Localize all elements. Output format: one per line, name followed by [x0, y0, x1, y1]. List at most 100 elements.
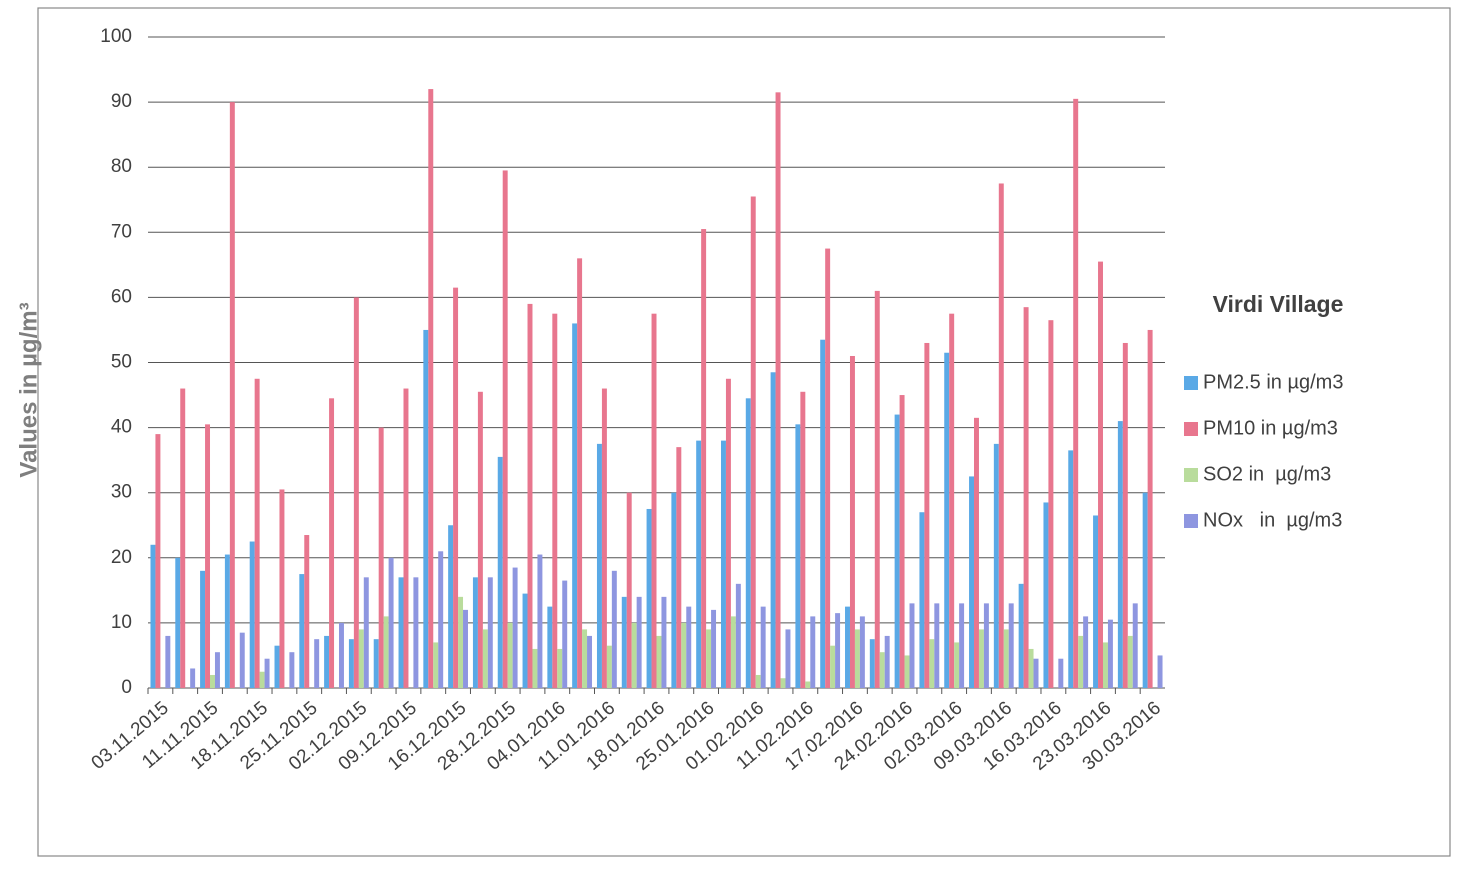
bar [324, 635, 330, 688]
bar [497, 456, 503, 688]
bar [934, 603, 940, 688]
bar [651, 313, 657, 688]
legend-swatch [1184, 376, 1198, 390]
bar [522, 593, 528, 688]
bar [849, 355, 855, 688]
bar [314, 639, 320, 688]
bar [993, 443, 999, 688]
bar [577, 258, 583, 688]
bar [1008, 603, 1014, 688]
bar [155, 434, 161, 688]
bar [502, 170, 508, 688]
y-tick-label: 90 [111, 91, 132, 112]
bar [974, 417, 979, 688]
bar [1093, 515, 1099, 688]
chart-border [37, 7, 1451, 857]
legend-swatch [1184, 422, 1198, 436]
bar [601, 388, 607, 688]
bar [696, 440, 702, 688]
bar [348, 639, 354, 688]
bar [180, 388, 186, 688]
bar [448, 525, 454, 688]
bar [909, 603, 915, 688]
bar [899, 395, 905, 688]
bar [1098, 261, 1103, 688]
bar [403, 388, 409, 688]
bar [165, 635, 171, 688]
bar [944, 352, 950, 688]
bar [249, 541, 255, 688]
bar [780, 678, 786, 688]
bar [859, 616, 865, 688]
bar [205, 424, 211, 688]
bar [304, 535, 310, 688]
bar [254, 378, 260, 688]
bar [894, 414, 900, 688]
bar [983, 603, 989, 688]
bar [507, 622, 513, 688]
bar [735, 583, 741, 688]
bar [1018, 583, 1024, 688]
legend-swatch [1184, 514, 1198, 528]
bar [299, 574, 305, 688]
y-tick-label: 70 [111, 221, 132, 242]
bar [582, 629, 588, 688]
bar [671, 492, 677, 688]
bar [214, 652, 220, 688]
bar [830, 645, 836, 688]
bar [512, 567, 518, 688]
bar [482, 629, 488, 688]
bar [547, 606, 553, 688]
bar [229, 102, 235, 689]
bar [289, 652, 295, 688]
bar [1003, 629, 1009, 688]
bar [805, 681, 811, 688]
bar [929, 639, 935, 688]
bar [562, 580, 568, 688]
bar [463, 609, 468, 688]
bar [1048, 320, 1054, 688]
bar [854, 629, 860, 688]
bar [904, 655, 910, 688]
bar [433, 642, 439, 688]
bar [646, 508, 652, 688]
bar [1058, 658, 1064, 688]
bar [537, 554, 543, 688]
bar [358, 629, 364, 688]
bar [487, 577, 493, 688]
bar [1147, 329, 1153, 688]
bar [810, 616, 816, 688]
bar [388, 557, 394, 688]
bar [572, 323, 578, 688]
legend-label: NOx in µg/m3 [1203, 509, 1342, 531]
bar [557, 648, 563, 688]
bar [1033, 658, 1039, 688]
bar [259, 671, 265, 688]
bar [1078, 635, 1084, 688]
legend-swatch [1184, 468, 1198, 482]
bar [274, 645, 280, 688]
bar [378, 427, 384, 688]
legend-label: SO2 in µg/m3 [1203, 463, 1331, 485]
bar [1043, 502, 1049, 688]
y-tick-label: 10 [111, 612, 132, 633]
bar [472, 577, 478, 688]
bar [770, 372, 776, 688]
bar [453, 287, 459, 688]
bar [795, 424, 801, 688]
bar [720, 440, 726, 688]
bar [413, 577, 419, 688]
bar [626, 492, 632, 688]
bar [884, 635, 890, 688]
bar [239, 632, 245, 688]
bar [711, 609, 717, 688]
bar [552, 313, 558, 688]
legend-title: Virdi Village [1213, 291, 1344, 317]
bar [745, 398, 751, 688]
bar [755, 674, 761, 688]
bar [706, 629, 712, 688]
bar [621, 596, 627, 688]
bar [631, 622, 637, 688]
bar [423, 329, 429, 688]
